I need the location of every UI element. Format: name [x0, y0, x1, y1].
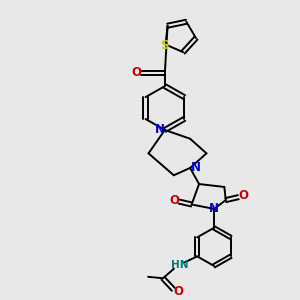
Text: O: O [173, 285, 183, 298]
Text: N: N [209, 202, 219, 215]
Text: O: O [238, 189, 248, 202]
Text: N: N [190, 161, 200, 175]
Text: N: N [154, 124, 164, 136]
Text: O: O [131, 67, 141, 80]
Text: O: O [169, 194, 179, 207]
Text: HN: HN [171, 260, 188, 270]
Text: S: S [160, 40, 168, 52]
